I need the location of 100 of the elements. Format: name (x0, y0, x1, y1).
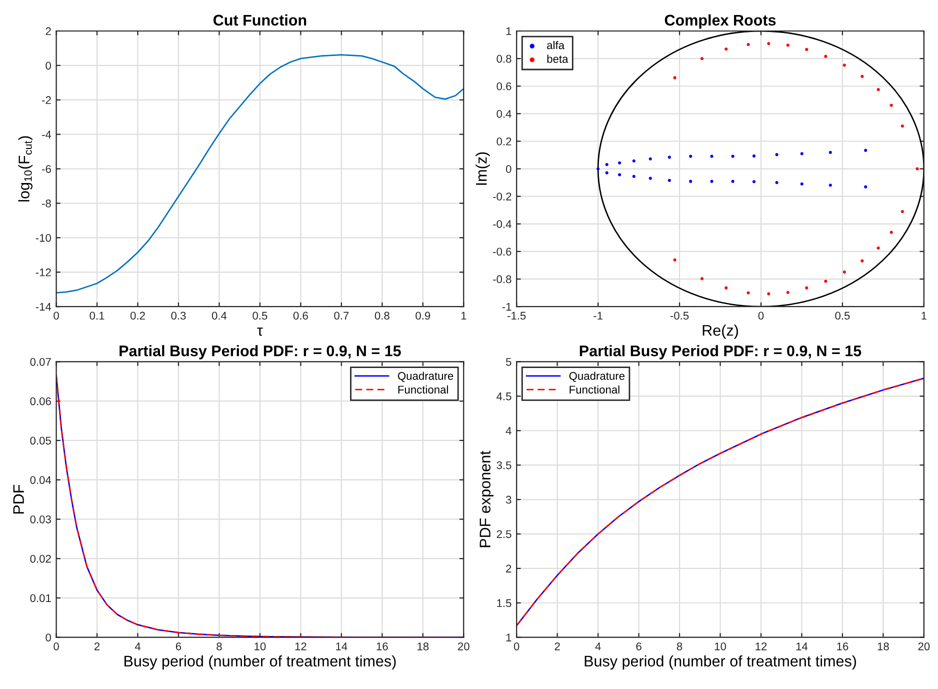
x-tick-label: -0.5 (670, 312, 689, 320)
point (673, 258, 676, 262)
point (668, 178, 671, 182)
y-tick-label: 0.03 (30, 515, 51, 524)
x-tick-label: 0.5 (835, 312, 850, 320)
y-tick-label: 0.4 (496, 110, 512, 118)
x-tick-label: 1 (922, 312, 926, 320)
x-tick-label: 0.6 (293, 312, 308, 320)
x-tick-label: 4 (134, 642, 141, 650)
point (890, 104, 893, 107)
x-tick-label: 0.2 (130, 312, 145, 320)
y-axis-title: PDF exponent (480, 450, 494, 548)
legend-label: beta (547, 54, 568, 63)
y-tick-label: -6 (42, 165, 51, 173)
point (786, 290, 790, 294)
point (864, 185, 868, 188)
x-tick-label: 0.4 (212, 312, 227, 320)
y-tick-label: -0.4 (493, 220, 512, 228)
point (673, 76, 676, 80)
point (767, 292, 770, 296)
y-tick-label: 0.01 (30, 594, 51, 602)
y-tick-label: -12 (36, 268, 51, 276)
point (842, 64, 846, 67)
point (828, 150, 832, 154)
y-tick-label: 3 (506, 496, 512, 504)
y-tick-label: 1.5 (497, 599, 512, 608)
chart-title: Partial Busy Period PDF: r = 0.9, N = 15 (580, 345, 862, 360)
x-axis-title: Busy period (number of treatment times) (124, 655, 396, 670)
x-tick-label: 0 (758, 312, 764, 320)
y-axis-title: log$_{10}$(F$_{cut}$) (18, 136, 32, 202)
point (842, 270, 846, 274)
y-tick-label: 5 (506, 358, 512, 366)
x-tick-label: -1.5 (508, 312, 526, 320)
point (731, 154, 734, 158)
x-tick-label: 10 (714, 642, 726, 650)
x-tick-label: 0 (514, 642, 520, 650)
y-tick-label: 0 (46, 634, 51, 642)
point (618, 173, 622, 176)
point (824, 280, 828, 283)
y-tick-label: -8 (42, 200, 51, 208)
line-series (56, 54, 464, 294)
x-tick-label: 0.8 (374, 312, 390, 320)
x-tick-label: 18 (418, 642, 429, 650)
point (710, 154, 714, 158)
y-tick-label: -0.2 (493, 192, 512, 200)
point (605, 162, 608, 166)
x-tick-label: 1 (461, 312, 466, 320)
y-tick-label: 0 (46, 62, 51, 70)
x-axis-title: Busy period (number of treatment times) (584, 655, 856, 670)
point (860, 259, 864, 262)
point (916, 167, 919, 170)
x-tick-label: 6 (176, 642, 182, 650)
x-axis-title: Re(z) (702, 324, 738, 339)
point (700, 57, 704, 60)
x-tick-label: 14 (336, 642, 348, 650)
x-tick-label: 8 (676, 642, 682, 650)
y-tick-label: 0.07 (30, 358, 51, 366)
y-tick-label: 3.5 (496, 461, 512, 470)
y-tick-label: 2.5 (496, 530, 512, 538)
point (824, 54, 828, 58)
point (632, 159, 636, 163)
x-tick-label: 18 (878, 642, 889, 650)
y-tick-label: 0.04 (30, 476, 52, 484)
x-tick-label: 0.3 (171, 312, 186, 320)
point (805, 286, 808, 290)
point (710, 180, 714, 183)
point (605, 171, 608, 174)
x-tick-label: 6 (636, 642, 642, 650)
x-tick-label: -1 (594, 312, 602, 320)
x-tick-label: 2 (554, 642, 560, 650)
y-tick-label: 0.6 (496, 82, 512, 90)
point (731, 180, 734, 183)
point (864, 148, 868, 152)
point (700, 277, 704, 280)
x-tick-label: 20 (458, 642, 470, 650)
point (752, 180, 756, 184)
y-tick-label: 1 (506, 27, 512, 36)
point (900, 124, 904, 128)
point (767, 42, 770, 46)
point (689, 180, 692, 183)
point (752, 154, 756, 158)
legend-label: Functional (398, 385, 448, 394)
chart-title: Partial Busy Period PDF: r = 0.9, N = 15 (120, 345, 401, 360)
x-tick-label: 0.9 (416, 312, 430, 320)
x-tick-label: 20 (918, 642, 930, 650)
y-axis-title: PDF (13, 484, 24, 514)
y-tick-label: 2 (506, 564, 512, 572)
point (876, 88, 880, 92)
y-tick-label: 4 (506, 427, 512, 435)
y-tick-label: 0.2 (496, 138, 512, 146)
point (860, 74, 864, 78)
y-tick-label: 0.8 (496, 54, 512, 63)
y-tick-label: 0.05 (30, 436, 51, 445)
x-tick-label: 4 (595, 642, 601, 650)
y-tick-label: -14 (36, 302, 52, 311)
point (775, 153, 778, 156)
point (724, 286, 728, 290)
x-tick-label: 12 (295, 642, 306, 650)
point (668, 156, 671, 159)
y-tick-label: 4.5 (496, 392, 512, 400)
